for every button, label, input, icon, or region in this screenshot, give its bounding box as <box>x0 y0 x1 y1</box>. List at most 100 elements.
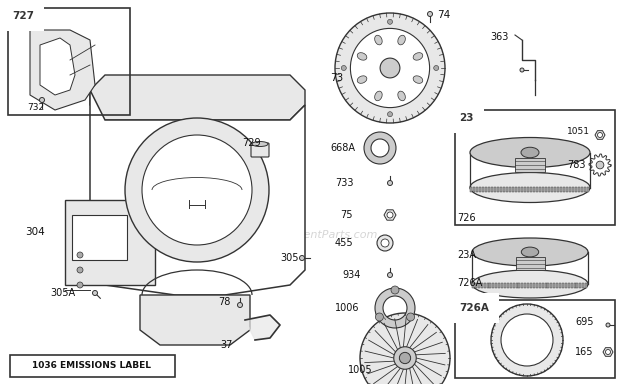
Circle shape <box>237 303 242 308</box>
Circle shape <box>388 273 392 278</box>
Bar <box>524 283 526 288</box>
Text: 1051: 1051 <box>567 127 590 136</box>
Bar <box>559 283 561 288</box>
Text: 668A: 668A <box>330 143 355 153</box>
Bar <box>545 187 547 192</box>
Bar <box>478 283 480 288</box>
Bar <box>503 187 505 192</box>
Text: 305A: 305A <box>50 288 75 298</box>
Bar <box>536 187 538 192</box>
Circle shape <box>501 314 553 366</box>
Bar <box>480 283 483 288</box>
Circle shape <box>606 323 610 327</box>
Bar <box>587 187 589 192</box>
Bar <box>582 283 584 288</box>
Polygon shape <box>384 210 396 220</box>
Ellipse shape <box>413 53 423 60</box>
Bar <box>575 187 577 192</box>
Text: 726A: 726A <box>459 303 489 313</box>
Bar <box>551 283 552 288</box>
Circle shape <box>381 239 389 247</box>
Polygon shape <box>30 30 95 110</box>
FancyBboxPatch shape <box>251 143 269 157</box>
Text: 73: 73 <box>330 73 343 83</box>
Bar <box>484 283 485 288</box>
Bar <box>492 283 494 288</box>
Bar <box>494 187 496 192</box>
Circle shape <box>360 313 450 384</box>
Ellipse shape <box>357 53 367 60</box>
Bar <box>539 283 541 288</box>
Bar <box>8 8 130 115</box>
Circle shape <box>596 161 604 169</box>
Text: 726A: 726A <box>457 278 482 288</box>
Circle shape <box>394 347 416 369</box>
Bar <box>510 283 512 288</box>
Text: 732: 732 <box>27 103 44 111</box>
Bar <box>584 187 586 192</box>
Bar <box>518 187 520 192</box>
Circle shape <box>387 212 393 218</box>
Bar <box>72 215 127 260</box>
Text: 1005: 1005 <box>348 365 373 375</box>
Bar <box>470 187 472 192</box>
Text: 733: 733 <box>335 178 353 188</box>
Circle shape <box>77 282 83 288</box>
Ellipse shape <box>521 147 539 158</box>
Circle shape <box>350 28 430 108</box>
Bar <box>65 200 155 285</box>
Circle shape <box>376 313 383 321</box>
Ellipse shape <box>470 137 590 167</box>
Ellipse shape <box>357 76 367 83</box>
Bar <box>473 187 475 192</box>
Bar <box>515 257 544 270</box>
Text: 75: 75 <box>340 210 353 220</box>
Text: 934: 934 <box>342 270 360 280</box>
Bar <box>533 187 535 192</box>
Bar <box>518 283 520 288</box>
Bar <box>10 355 175 377</box>
Text: 726: 726 <box>457 213 476 223</box>
Ellipse shape <box>252 141 268 147</box>
Text: 1036 EMISSIONS LABEL: 1036 EMISSIONS LABEL <box>32 361 151 371</box>
Circle shape <box>388 180 392 185</box>
Circle shape <box>40 98 45 103</box>
Circle shape <box>491 304 563 376</box>
Circle shape <box>142 135 252 245</box>
Bar <box>475 283 477 288</box>
Bar <box>566 187 568 192</box>
Bar <box>572 187 574 192</box>
Polygon shape <box>90 75 305 120</box>
Circle shape <box>299 255 304 260</box>
Bar <box>500 187 502 192</box>
Circle shape <box>598 132 603 137</box>
Circle shape <box>335 13 445 123</box>
Circle shape <box>388 19 392 24</box>
Bar <box>506 187 508 192</box>
Polygon shape <box>40 38 75 95</box>
Circle shape <box>606 349 611 354</box>
Bar <box>495 283 497 288</box>
Text: eReplacementParts.com: eReplacementParts.com <box>242 230 378 240</box>
Text: 455: 455 <box>335 238 353 248</box>
Bar <box>498 283 500 288</box>
Ellipse shape <box>521 247 539 257</box>
Polygon shape <box>245 315 280 340</box>
Circle shape <box>380 58 400 78</box>
Bar <box>585 283 587 288</box>
Bar <box>568 283 570 288</box>
Circle shape <box>399 353 410 364</box>
Bar <box>521 283 523 288</box>
Bar <box>530 283 532 288</box>
Bar <box>485 187 487 192</box>
Bar <box>569 187 571 192</box>
Bar <box>455 110 615 225</box>
Bar <box>487 283 489 288</box>
Circle shape <box>388 112 392 117</box>
Circle shape <box>341 66 347 71</box>
Bar <box>527 187 529 192</box>
Bar <box>554 187 556 192</box>
Bar <box>577 283 578 288</box>
Bar <box>542 283 544 288</box>
Text: 23: 23 <box>459 113 474 123</box>
